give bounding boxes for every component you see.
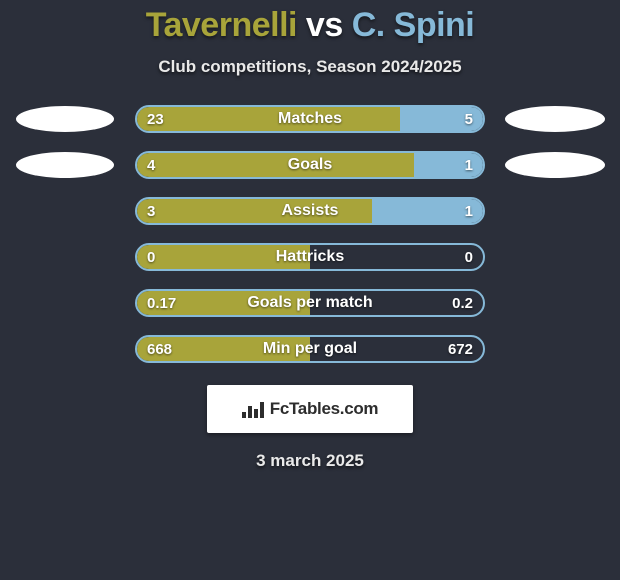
team-logo-right-slot: [505, 243, 605, 271]
team-logo-placeholder: [16, 106, 114, 132]
chart-icon: [242, 400, 264, 418]
player1-name: Tavernelli: [146, 6, 297, 44]
stat-row: 235Matches: [0, 105, 620, 133]
team-logo-right-slot: [505, 197, 605, 225]
stat-bar: 31Assists: [135, 197, 485, 225]
stat-rows: 235Matches 41Goals 31Assists 00Hattricks 0.1…: [0, 105, 620, 363]
stat-label: Matches: [137, 107, 483, 131]
stat-label: Goals: [137, 153, 483, 177]
stat-bar: 00Hattricks: [135, 243, 485, 271]
team-logo-left-slot: [15, 197, 115, 225]
stat-label: Hattricks: [137, 245, 483, 269]
player2-name: C. Spini: [352, 6, 475, 44]
brand-badge[interactable]: FcTables.com: [207, 385, 413, 433]
vs-text: vs: [306, 6, 343, 44]
stat-row: 668672Min per goal: [0, 335, 620, 363]
stat-row: 31Assists: [0, 197, 620, 225]
team-logo-placeholder: [505, 106, 605, 132]
team-logo-right-slot: [505, 105, 605, 133]
stat-label: Assists: [137, 199, 483, 223]
stat-row: 00Hattricks: [0, 243, 620, 271]
stat-label: Min per goal: [137, 337, 483, 361]
team-logo-left-slot: [15, 243, 115, 271]
stat-bar: 235Matches: [135, 105, 485, 133]
brand-text: FcTables.com: [270, 399, 379, 419]
team-logo-left-slot: [15, 289, 115, 317]
team-logo-placeholder: [505, 152, 605, 178]
comparison-card: Tavernelli vs C. Spini Club competitions…: [0, 0, 620, 580]
stat-bar: 668672Min per goal: [135, 335, 485, 363]
stat-row: 41Goals: [0, 151, 620, 179]
team-logo-right-slot: [505, 335, 605, 363]
team-logo-right-slot: [505, 151, 605, 179]
team-logo-left-slot: [15, 151, 115, 179]
team-logo-placeholder: [16, 152, 114, 178]
subtitle: Club competitions, Season 2024/2025: [0, 57, 620, 77]
title: Tavernelli vs C. Spini: [0, 6, 620, 45]
team-logo-left-slot: [15, 105, 115, 133]
date-text: 3 march 2025: [0, 451, 620, 471]
stat-label: Goals per match: [137, 291, 483, 315]
stat-bar: 0.170.2Goals per match: [135, 289, 485, 317]
stat-bar: 41Goals: [135, 151, 485, 179]
team-logo-right-slot: [505, 289, 605, 317]
team-logo-left-slot: [15, 335, 115, 363]
stat-row: 0.170.2Goals per match: [0, 289, 620, 317]
